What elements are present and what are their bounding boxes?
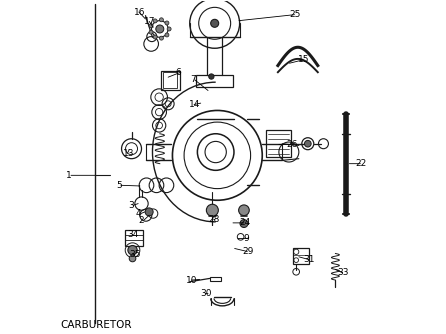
Text: 14: 14 — [189, 100, 200, 109]
Text: 35: 35 — [129, 249, 140, 259]
Text: 5: 5 — [116, 181, 122, 190]
Bar — [196, 75, 233, 87]
Circle shape — [240, 219, 248, 227]
Text: 30: 30 — [201, 289, 212, 298]
Circle shape — [128, 245, 137, 255]
Circle shape — [129, 255, 136, 262]
Text: 24: 24 — [239, 218, 250, 227]
Text: 26: 26 — [286, 140, 297, 149]
Bar — [125, 230, 143, 246]
Circle shape — [167, 27, 171, 31]
Text: 4: 4 — [136, 209, 141, 218]
Circle shape — [159, 18, 163, 22]
Circle shape — [149, 24, 153, 28]
Text: 15: 15 — [298, 55, 310, 64]
Circle shape — [145, 208, 153, 216]
Text: 9: 9 — [244, 234, 249, 243]
Text: 3: 3 — [128, 201, 134, 210]
Text: 10: 10 — [186, 276, 198, 285]
Text: 29: 29 — [242, 247, 254, 256]
Text: 2: 2 — [139, 216, 145, 225]
Circle shape — [239, 205, 249, 215]
Circle shape — [149, 30, 153, 34]
Circle shape — [153, 35, 157, 39]
Bar — [266, 130, 291, 157]
Text: 28: 28 — [209, 215, 220, 224]
Circle shape — [156, 25, 164, 33]
Bar — [163, 72, 178, 88]
Circle shape — [211, 19, 219, 27]
Bar — [293, 248, 309, 265]
Text: 16: 16 — [134, 7, 145, 16]
Bar — [210, 277, 221, 281]
Circle shape — [206, 204, 219, 216]
Text: 34: 34 — [127, 230, 139, 239]
Circle shape — [165, 21, 169, 25]
Text: 6: 6 — [176, 68, 182, 77]
Circle shape — [165, 33, 169, 37]
Circle shape — [209, 74, 214, 79]
Text: 7: 7 — [190, 75, 195, 85]
Text: 33: 33 — [338, 268, 349, 277]
Text: 1: 1 — [66, 171, 72, 180]
Text: CARBURETOR: CARBURETOR — [60, 320, 132, 330]
Text: 22: 22 — [355, 159, 367, 168]
Circle shape — [305, 140, 311, 147]
Circle shape — [159, 36, 163, 40]
Text: 31: 31 — [303, 255, 315, 264]
Text: 17: 17 — [144, 17, 156, 26]
Circle shape — [153, 19, 157, 23]
Text: 13: 13 — [123, 149, 134, 158]
Text: 25: 25 — [289, 10, 301, 19]
Bar — [161, 70, 180, 90]
